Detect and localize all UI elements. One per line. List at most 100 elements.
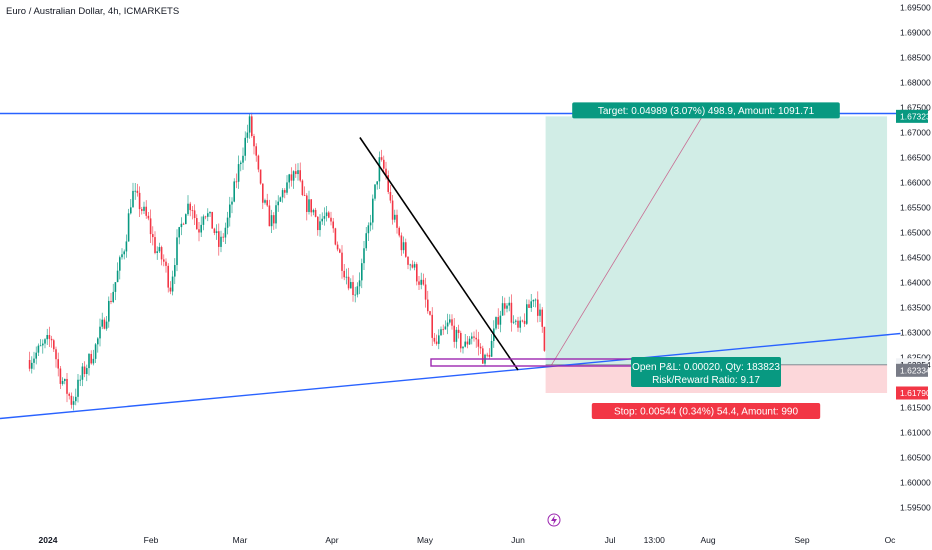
candle-body xyxy=(110,300,112,303)
y-tick-label: 1.66500 xyxy=(900,153,931,163)
candle-body xyxy=(495,317,497,329)
price-axis: 1.69500 1.69000 1.68500 1.68000 1.67500 1.670… xyxy=(900,3,931,513)
candle-body xyxy=(374,184,376,199)
x-tick-label: Mar xyxy=(233,535,248,545)
candle-body xyxy=(165,261,167,266)
candle-body xyxy=(189,203,191,211)
candle-body xyxy=(449,319,451,323)
x-tick-label: Jun xyxy=(511,535,525,545)
candle-body xyxy=(526,304,528,324)
candle-body xyxy=(101,319,103,327)
stop-label: Stop: 0.00544 (0.34%) 54.4, Amount: 990 xyxy=(614,407,798,418)
candle-body xyxy=(519,320,521,328)
candle-body xyxy=(394,214,396,220)
candle-body xyxy=(220,236,222,247)
candle-body xyxy=(539,309,541,316)
y-tick-label: 1.64000 xyxy=(900,278,931,288)
candle-body xyxy=(455,329,458,342)
lightning-bolt-icon[interactable] xyxy=(547,513,561,527)
x-tick-label: 2024 xyxy=(39,535,58,545)
y-tick-label: 1.68000 xyxy=(900,78,931,88)
candle-body xyxy=(88,353,90,369)
x-tick-label: Aug xyxy=(700,535,715,545)
y-tick-label: 1.65500 xyxy=(900,203,931,213)
stop-price-tag: 1.61790 xyxy=(900,388,931,398)
candle-body xyxy=(284,190,286,193)
stop-label-bg xyxy=(591,403,821,419)
candle-body xyxy=(229,204,231,218)
candle-body xyxy=(380,157,383,160)
y-tick-label: 1.63500 xyxy=(900,303,931,313)
candle-body xyxy=(429,311,431,315)
candle-body xyxy=(44,339,46,344)
candle-body xyxy=(488,354,491,357)
candle-body xyxy=(457,329,460,333)
candle-body xyxy=(308,199,310,212)
open-pnl-box xyxy=(631,357,781,387)
candle-body xyxy=(255,146,257,156)
candle-body xyxy=(130,207,132,214)
candle-body xyxy=(332,221,334,229)
candle-body xyxy=(35,352,37,359)
candle-body xyxy=(361,263,363,281)
overlay-labels: Target: 0.04989 (3.07%) 498.9, Amount: 1… xyxy=(572,102,840,419)
candle-body xyxy=(68,393,70,396)
x-tick-label: Apr xyxy=(325,535,338,545)
candle-body xyxy=(376,181,378,185)
candle-body xyxy=(119,257,121,271)
candle-body xyxy=(242,155,244,163)
candle-body xyxy=(204,216,207,218)
candle-body xyxy=(442,329,444,331)
candle-body xyxy=(86,368,88,375)
candle-body xyxy=(149,218,152,235)
candle-body xyxy=(224,227,227,238)
candle-body xyxy=(532,299,535,302)
candle-body xyxy=(378,157,381,182)
candle-body xyxy=(358,280,361,287)
candle-body xyxy=(433,337,436,342)
y-tick-label: 1.60000 xyxy=(900,478,931,488)
candle-body xyxy=(240,162,242,165)
y-tick-label: 1.67000 xyxy=(900,128,931,138)
candle-body xyxy=(81,366,84,380)
candle-body xyxy=(292,171,295,181)
candle-body xyxy=(77,379,79,397)
candle-body xyxy=(116,270,119,283)
candle-body xyxy=(231,201,233,205)
candle-body xyxy=(257,155,260,170)
candle-body xyxy=(402,242,405,251)
candle-body xyxy=(490,340,493,357)
candle-body xyxy=(259,169,262,184)
candle-body xyxy=(328,212,330,218)
candle-body xyxy=(466,341,469,345)
candle-body xyxy=(508,302,510,306)
candle-body xyxy=(314,209,317,217)
candle-body xyxy=(174,265,176,277)
candle-body xyxy=(462,346,464,349)
candle-body xyxy=(147,215,150,219)
candle-body xyxy=(290,174,293,181)
candle-body xyxy=(420,279,422,285)
y-tick-label: 1.62500 xyxy=(900,353,931,363)
target-price-tag-bg xyxy=(896,109,928,123)
candle-body xyxy=(279,197,282,202)
candle-body xyxy=(383,159,385,169)
current-price-tag: 1.62334 xyxy=(900,365,931,375)
candle-body xyxy=(506,305,508,309)
y-tick-label: 1.61000 xyxy=(900,428,931,438)
candle-body xyxy=(310,199,312,213)
candle-body xyxy=(92,358,95,364)
candle-body xyxy=(202,216,205,225)
candle-body xyxy=(127,213,130,242)
y-tick-label: 1.67500 xyxy=(900,103,931,113)
candle-body xyxy=(99,326,101,339)
candle-body xyxy=(246,132,249,138)
candle-body xyxy=(33,358,35,363)
candle-body xyxy=(363,248,365,264)
candle-body xyxy=(59,368,62,384)
candle-body xyxy=(70,395,73,405)
candle-body xyxy=(471,336,473,339)
candle-body xyxy=(405,242,407,257)
y-tick-label: 1.69000 xyxy=(900,28,931,38)
